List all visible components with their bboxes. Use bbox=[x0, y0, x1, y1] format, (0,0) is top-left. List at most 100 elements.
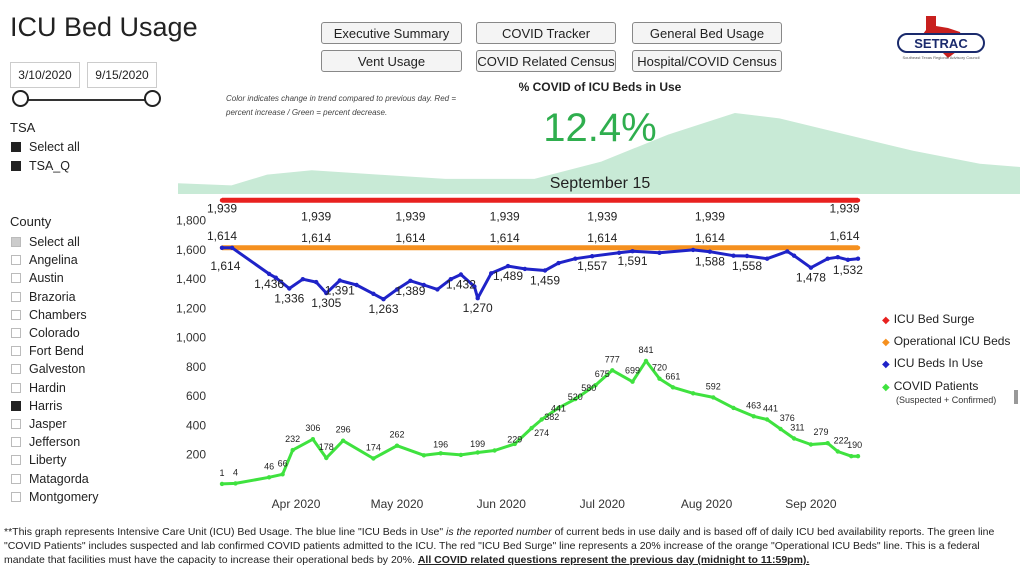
data-label: 382 bbox=[544, 412, 559, 422]
checkbox-label: Chambers bbox=[29, 307, 87, 322]
executive-summary-button[interactable]: Executive Summary bbox=[321, 22, 462, 44]
legend-marker-operational: ◆ bbox=[882, 337, 890, 348]
checkbox[interactable] bbox=[11, 419, 21, 429]
data-label: 1,939 bbox=[490, 209, 520, 223]
checkbox[interactable] bbox=[11, 328, 21, 338]
county-item-hardin[interactable]: Hardin bbox=[11, 380, 66, 396]
series-point bbox=[845, 257, 851, 262]
series-point bbox=[670, 385, 676, 390]
series-point bbox=[394, 287, 400, 292]
hospital-covid-census-button[interactable]: Hospital/COVID Census bbox=[632, 50, 782, 72]
county-item-brazoria[interactable]: Brazoria bbox=[11, 289, 76, 305]
county-item-liberty[interactable]: Liberty bbox=[11, 452, 67, 468]
data-label: 1,614 bbox=[207, 229, 237, 243]
series-point bbox=[381, 297, 386, 302]
checkbox[interactable] bbox=[11, 491, 21, 502]
checkbox[interactable] bbox=[11, 473, 21, 484]
x-tick-label: Apr 2020 bbox=[272, 497, 321, 511]
end-date-input[interactable]: 9/15/2020 bbox=[87, 62, 157, 88]
covid-tracker-button[interactable]: COVID Tracker bbox=[476, 22, 616, 44]
county-item-jefferson[interactable]: Jefferson bbox=[11, 434, 80, 450]
data-label: 1,489 bbox=[493, 269, 523, 283]
series-point bbox=[340, 438, 346, 443]
legend-item-operational[interactable]: ◆ Operational ICU Beds bbox=[882, 334, 1010, 348]
county-item-select-all[interactable]: Select all bbox=[11, 234, 80, 250]
legend-label: COVID Patients bbox=[893, 379, 979, 393]
tsa-item-tsa-q[interactable]: TSA_Q bbox=[11, 158, 70, 174]
data-label: 1,614 bbox=[829, 229, 859, 243]
start-date-input[interactable]: 3/10/2020 bbox=[10, 62, 80, 88]
data-label: 1,939 bbox=[395, 209, 425, 223]
data-label: 1,336 bbox=[274, 292, 304, 306]
checkbox[interactable] bbox=[11, 309, 21, 320]
legend-item-in-use[interactable]: ◆ ICU Beds In Use bbox=[882, 356, 983, 370]
series-point bbox=[266, 475, 272, 480]
series-point bbox=[751, 414, 756, 419]
county-item-chambers[interactable]: Chambers bbox=[11, 307, 87, 323]
county-item-austin[interactable]: Austin bbox=[11, 270, 64, 286]
series-point bbox=[408, 278, 413, 283]
data-label: 661 bbox=[665, 371, 680, 381]
checkbox[interactable] bbox=[11, 400, 21, 411]
series-point bbox=[855, 245, 861, 250]
date-slider-end-handle[interactable] bbox=[144, 90, 161, 107]
checkbox-label: TSA_Q bbox=[29, 159, 70, 173]
series-point bbox=[505, 263, 511, 269]
checkbox[interactable] bbox=[11, 455, 21, 466]
kpi-value: 12.4% bbox=[543, 106, 657, 150]
tsa-item-select-all[interactable]: Select all bbox=[11, 139, 80, 155]
series-point bbox=[825, 256, 830, 261]
county-item-jasper[interactable]: Jasper bbox=[11, 416, 67, 432]
series-point bbox=[435, 287, 440, 292]
checkbox[interactable] bbox=[11, 291, 21, 302]
series-point bbox=[643, 358, 649, 364]
county-item-fort-bend[interactable]: Fort Bend bbox=[11, 343, 84, 359]
vent-usage-button[interactable]: Vent Usage bbox=[321, 50, 462, 72]
date-slider-track[interactable] bbox=[20, 99, 154, 101]
county-item-angelina[interactable]: Angelina bbox=[11, 252, 78, 268]
general-bed-usage-button[interactable]: General Bed Usage bbox=[632, 22, 782, 44]
legend-label: Operational ICU Beds bbox=[893, 334, 1011, 348]
county-item-galveston[interactable]: Galveston bbox=[11, 361, 85, 377]
checkbox[interactable] bbox=[11, 161, 21, 171]
data-label: 1,432 bbox=[446, 278, 476, 292]
county-item-colorado[interactable]: Colorado bbox=[11, 325, 80, 341]
series-point bbox=[744, 253, 750, 259]
series-point bbox=[472, 284, 477, 289]
data-label: 174 bbox=[366, 443, 381, 453]
series-point bbox=[825, 441, 830, 446]
data-label: 190 bbox=[847, 440, 862, 450]
footer-text-4: All COVID related questions represent th… bbox=[417, 554, 810, 566]
series-point bbox=[731, 253, 736, 258]
checkbox[interactable] bbox=[11, 364, 21, 375]
checkbox-label: Select all bbox=[29, 235, 80, 249]
checkbox[interactable] bbox=[11, 437, 21, 448]
data-label: 441 bbox=[551, 404, 566, 414]
checkbox-label: Montgomery bbox=[29, 489, 99, 504]
county-item-matagorda[interactable]: Matagorda bbox=[11, 471, 89, 487]
legend-scrollbar[interactable] bbox=[1014, 390, 1018, 404]
series-point bbox=[448, 277, 453, 282]
covid-related-census-button[interactable]: COVID Related Census bbox=[476, 50, 616, 72]
series-point bbox=[808, 265, 814, 270]
legend-item-surge[interactable]: ◆ ICU Bed Surge bbox=[882, 312, 974, 326]
legend-item-covid[interactable]: ◆ COVID Patients bbox=[882, 379, 978, 393]
county-item-montgomery[interactable]: Montgomery bbox=[11, 489, 98, 505]
checkbox[interactable] bbox=[11, 237, 21, 247]
data-label: 1,558 bbox=[732, 259, 762, 273]
checkbox[interactable] bbox=[11, 255, 21, 266]
checkbox[interactable] bbox=[11, 273, 21, 284]
county-item-harris[interactable]: Harris bbox=[11, 398, 62, 414]
series-point bbox=[266, 271, 272, 277]
data-label: 1,478 bbox=[796, 271, 826, 285]
series-point bbox=[731, 405, 736, 411]
data-label: 311 bbox=[790, 423, 804, 433]
series-point bbox=[690, 247, 696, 253]
data-label: 1,614 bbox=[395, 231, 425, 245]
checkbox[interactable] bbox=[11, 346, 21, 357]
data-label: 1,436 bbox=[254, 277, 284, 291]
checkbox[interactable] bbox=[11, 382, 21, 393]
checkbox[interactable] bbox=[11, 142, 21, 152]
date-slider-start-handle[interactable] bbox=[12, 90, 29, 107]
series-point bbox=[808, 442, 814, 447]
